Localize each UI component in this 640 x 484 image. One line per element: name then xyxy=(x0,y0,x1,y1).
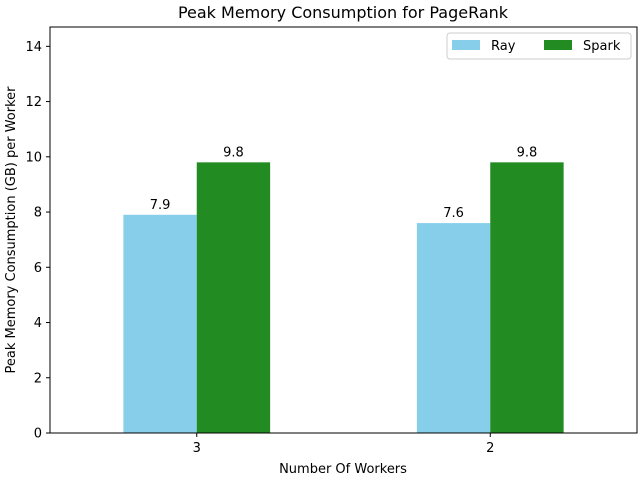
legend-swatch-spark xyxy=(544,40,572,50)
bar-spark-3 xyxy=(196,162,271,434)
bar-ray-2 xyxy=(416,223,491,433)
legend: Ray Spark xyxy=(446,32,632,60)
y-tick-label: 12 xyxy=(25,95,42,110)
bar-ray-3 xyxy=(123,214,197,433)
x-tick-label: 3 xyxy=(193,441,201,456)
y-axis-label: Peak Memory Consumption (GB) per Worker xyxy=(4,86,19,374)
legend-label-ray: Ray xyxy=(491,39,516,54)
axes-frame xyxy=(49,26,638,434)
y-tick-label: 14 xyxy=(25,40,42,55)
data-label-spark-2: 9.8 xyxy=(517,145,538,160)
legend-label-spark: Spark xyxy=(583,39,621,54)
bar-spark-2 xyxy=(490,162,564,434)
y-tick-label: 0 xyxy=(34,427,42,442)
data-label-ray-2: 7.6 xyxy=(443,206,464,221)
y-tick-label: 4 xyxy=(34,316,42,331)
legend-swatch-ray xyxy=(452,40,480,50)
legend-frame xyxy=(446,32,632,60)
data-label-spark-3: 9.8 xyxy=(223,145,244,160)
chart-title: Peak Memory Consumption for PageRank xyxy=(178,3,509,22)
x-axis-label: Number Of Workers xyxy=(279,462,407,477)
plot-area: 7.9 7.6 9.8 9.8 0 2 4 6 8 10 12 14 3 2 xyxy=(25,26,638,456)
y-tick-label: 8 xyxy=(34,206,42,221)
x-tick-label: 2 xyxy=(486,441,494,456)
y-tick-label: 10 xyxy=(25,150,42,165)
y-tick-label: 6 xyxy=(34,261,42,276)
data-label-ray-3: 7.9 xyxy=(150,198,171,213)
y-tick-label: 2 xyxy=(34,371,42,386)
